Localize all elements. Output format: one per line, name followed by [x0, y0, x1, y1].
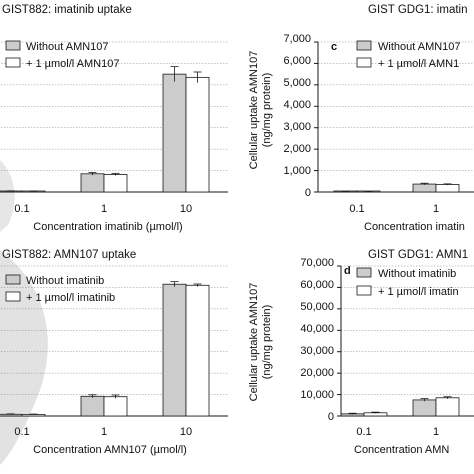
y-tick-label: 60,000 [300, 279, 334, 291]
y-tick-label: 6,000 [283, 55, 311, 67]
x-axis-label: Concentration imatinib (µmol/l) [33, 221, 182, 233]
panel-title: GIST GDG1: AMN1 [368, 249, 468, 261]
y-tick-label: 70,000 [300, 257, 334, 269]
bar-series-a [162, 73, 187, 193]
x-tick-label: 10 [180, 203, 192, 215]
y-axis-title: Cellular uptake AMN107 (ng/mg protein) [248, 51, 273, 170]
x-tick-label: 0.1 [14, 203, 29, 215]
x-tick-label: 1 [101, 426, 107, 438]
legend: Without imatinib + 1 µmol/l imatin [356, 267, 459, 298]
legend-label-series-a: Without AMN107 [26, 41, 109, 53]
panel-gdg1-amn107: GIST GDG1: AMN1 d Cellular uptake AMN107… [248, 249, 474, 456]
y-tick-label: 7,000 [283, 33, 311, 45]
panel-gist882-amn107: GIST882: AMN107 uptake Without imatinib … [0, 249, 228, 456]
x-tick-label: 10 [180, 426, 192, 438]
bar-series-a [162, 283, 187, 417]
bar-series-b [435, 397, 460, 417]
y-axis-title: Cellular uptake AMN107 (ng/mg protein) [248, 283, 273, 402]
y-tick-label: 2,000 [283, 143, 311, 155]
bar-series-b [103, 396, 128, 417]
legend-label-series-b: + 1 µmol/l AMN1 [378, 58, 459, 70]
x-tick-labels: 0.1 1 [356, 426, 439, 438]
y-tick-label: 20,000 [300, 367, 334, 379]
y-tick-label: 30,000 [300, 345, 334, 357]
legend-label-series-a: Without imatinib [26, 275, 104, 287]
x-tick-label: 0.1 [14, 426, 29, 438]
plot-area [0, 41, 228, 193]
bar-series-a [0, 413, 23, 417]
y-tick-labels: 0 1,000 2,000 3,000 4,000 5,000 6,000 7,… [283, 33, 311, 199]
legend-label-series-b: + 1 µmol/l imatinib [26, 292, 115, 304]
bar-series-b [185, 284, 210, 417]
bar-series-a [80, 173, 105, 193]
x-tick-labels: 0.1 1 [349, 203, 439, 215]
legend-swatch-series-a [5, 274, 21, 285]
y-tick-label: 0 [305, 187, 311, 199]
legend-swatch-series-a [5, 40, 21, 51]
panel-letter: c [331, 41, 337, 53]
legend: Without AMN107 + 1 µmol/l AMN107 [5, 40, 119, 70]
x-tick-label: 0.1 [356, 426, 371, 438]
legend-label-series-a: Without AMN107 [378, 41, 461, 53]
x-tick-label: 1 [433, 203, 439, 215]
bar-series-a [412, 183, 437, 193]
y-axis-label-units: (ng/mg protein) [261, 305, 273, 380]
legend-label-series-a: Without imatinib [378, 268, 456, 280]
x-tick-labels: 0.1 1 10 [14, 426, 192, 438]
y-tick-label: 4,000 [283, 99, 311, 111]
y-axis-label: Cellular uptake AMN107 [248, 51, 260, 170]
x-axis-label: Concentration AMN [354, 444, 449, 456]
y-tick-label: 3,000 [283, 121, 311, 133]
x-tick-label: 1 [433, 426, 439, 438]
watermark-shape [0, 160, 48, 465]
y-tick-label: 40,000 [300, 323, 334, 335]
bar-series-b [185, 76, 210, 193]
panel-gdg1-imatinib: GIST GDG1: imatin c Cellular uptake AMN1… [248, 4, 474, 233]
y-tick-labels: 0 10,000 20,000 30,000 40,000 50,000 60,… [300, 257, 334, 423]
legend-swatch-series-b [5, 291, 21, 302]
panel-title: GIST882: imatinib uptake [2, 4, 132, 16]
plot-area [0, 265, 228, 417]
legend-swatch-series-b [356, 285, 372, 296]
x-tick-label: 0.1 [349, 203, 364, 215]
x-tick-label: 1 [101, 203, 107, 215]
legend-swatch-series-b [5, 57, 21, 68]
x-axis-label: Concentration AMN107 (µmol/l) [33, 444, 187, 456]
plot-area [314, 41, 474, 193]
x-axis-label: Concentration imatin [364, 221, 465, 233]
panel-title: GIST GDG1: imatin [368, 4, 467, 16]
y-tick-label: 50,000 [300, 301, 334, 313]
x-tick-labels: 0.1 1 10 [14, 203, 192, 215]
bar-series-b [103, 174, 128, 193]
y-axis-label-units: (ng/mg protein) [261, 73, 273, 148]
bar-series-a [412, 399, 437, 417]
panel-gist882-imatinib: GIST882: imatinib uptake Without AMN107 … [0, 4, 228, 233]
bar-series-a [80, 395, 105, 417]
plot-area [337, 265, 474, 417]
legend: Without AMN107 + 1 µmol/l AMN1 [356, 40, 461, 70]
y-axis-label: Cellular uptake AMN107 [248, 283, 260, 402]
legend-swatch-series-a [356, 267, 372, 278]
y-tick-label: 0 [328, 411, 334, 423]
bar-series-b [435, 184, 460, 193]
y-tick-label: 1,000 [283, 165, 311, 177]
legend: Without imatinib + 1 µmol/l imatinib [5, 274, 115, 304]
panel-title: GIST882: AMN107 uptake [2, 249, 136, 261]
y-tick-label: 5,000 [283, 77, 311, 89]
panel-letter: d [344, 265, 351, 277]
y-tick-label: 10,000 [300, 389, 334, 401]
legend-swatch-series-a [356, 40, 372, 51]
legend-label-series-b: + 1 µmol/l AMN107 [26, 58, 119, 70]
legend-label-series-b: + 1 µmol/l imatin [378, 286, 459, 298]
legend-swatch-series-b [356, 57, 372, 68]
